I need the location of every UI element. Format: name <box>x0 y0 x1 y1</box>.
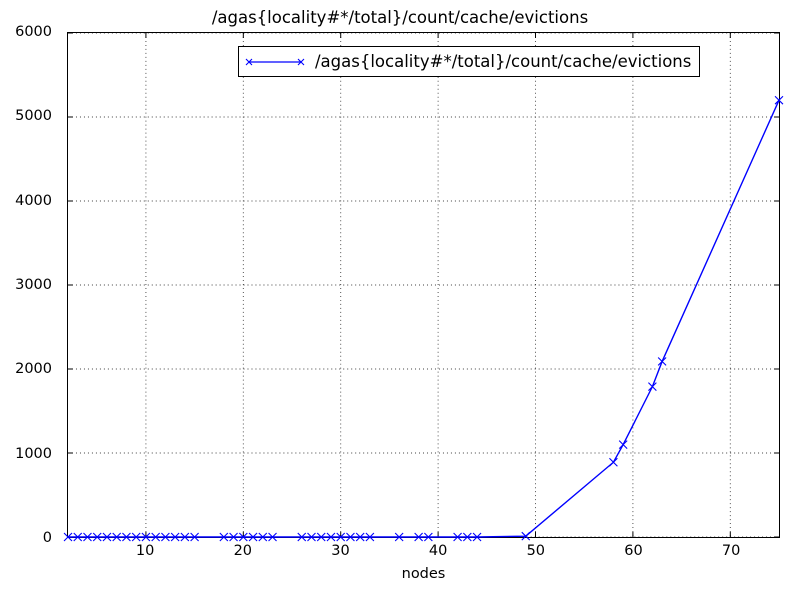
y-tick-label: 5000 <box>15 108 52 125</box>
y-tick-label: 2000 <box>15 361 52 378</box>
page-title: /agas{locality#*/total}/count/cache/evic… <box>211 8 589 27</box>
x-tick-label: 20 <box>233 543 253 559</box>
x-tick-label: 40 <box>428 543 448 559</box>
y-axis-tick-labels: 0 1000 2000 3000 4000 5000 6000 <box>0 24 59 546</box>
y-tick-label: 6000 <box>15 24 52 40</box>
legend-entry-label: /agas{locality#*/total}/count/cache/evic… <box>315 52 692 71</box>
chart-legend: /agas{locality#*/total}/count/cache/evic… <box>238 46 701 77</box>
x-tick-label: 70 <box>721 543 741 559</box>
x-tick-label: 60 <box>624 543 643 559</box>
y-tick-label: 1000 <box>15 445 52 462</box>
x-axis-tick-labels: 10 20 30 40 50 60 70 <box>67 543 780 565</box>
legend-line-sample-icon <box>245 58 305 65</box>
x-tick-label: 10 <box>135 543 155 559</box>
x-tick-label: 30 <box>331 543 350 559</box>
x-tick-label: 50 <box>526 543 546 559</box>
plot-area <box>63 32 784 542</box>
data-series <box>63 95 784 542</box>
y-tick-label: 4000 <box>15 192 52 209</box>
y-tick-label: 0 <box>42 530 52 546</box>
x-axis-label: nodes <box>401 566 446 582</box>
y-tick-label: 3000 <box>15 277 52 293</box>
grid-lines <box>68 32 779 538</box>
